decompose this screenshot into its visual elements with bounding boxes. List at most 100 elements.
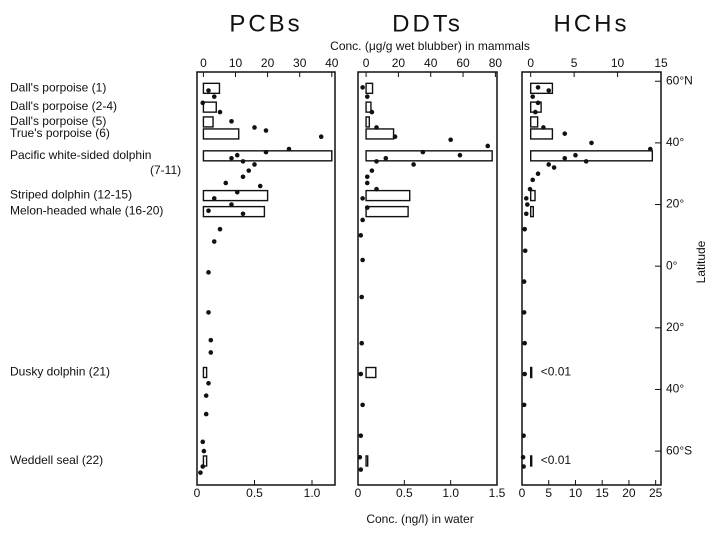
water-point xyxy=(533,109,538,115)
top-axis-title: Conc. (μg/g wet blubber) in mammals xyxy=(330,39,530,53)
water-point xyxy=(360,257,365,263)
water-point xyxy=(521,464,526,469)
water-point xyxy=(240,211,246,217)
water-point xyxy=(229,202,234,207)
water-point xyxy=(203,411,209,417)
water-point xyxy=(360,196,365,201)
top-tick-label: 0 xyxy=(200,56,207,70)
panel-title: HCHs xyxy=(554,10,630,37)
top-tick-label: 15 xyxy=(654,56,668,70)
bottom-tick-label: 10 xyxy=(569,486,583,500)
water-point xyxy=(523,211,529,217)
bar xyxy=(365,455,369,467)
water-point xyxy=(257,183,263,189)
top-tick-label: 0 xyxy=(363,56,370,70)
bottom-tick-label: 1.5 xyxy=(489,486,506,500)
water-point xyxy=(223,180,229,186)
panel-frame xyxy=(196,71,336,486)
lat-tick-label: 40° xyxy=(666,382,684,396)
species-label: Dusky dolphin (21) xyxy=(10,365,110,379)
water-point xyxy=(217,109,223,115)
species-label: Dall's porpoise (2-4) xyxy=(10,99,117,113)
water-point xyxy=(522,371,527,377)
water-point xyxy=(358,371,364,377)
bottom-tick-label: 0.5 xyxy=(396,486,413,500)
bar xyxy=(365,128,395,140)
water-point xyxy=(200,464,206,469)
water-point xyxy=(521,310,527,315)
water-point xyxy=(522,226,527,232)
water-point xyxy=(286,146,292,152)
water-point xyxy=(360,85,365,90)
top-tick-label: 40 xyxy=(424,56,438,70)
bottom-tick-label: 1.0 xyxy=(442,486,459,500)
water-point xyxy=(252,162,257,167)
bottom-axis-title: Conc. (ng/l) in water xyxy=(366,512,473,526)
bottom-tick-label: 0 xyxy=(194,486,201,500)
value-label: <0.01 xyxy=(541,453,572,467)
water-point xyxy=(364,94,370,99)
top-tick-label: 30 xyxy=(293,56,307,70)
water-point xyxy=(448,137,453,143)
value-label: <0.01 xyxy=(541,365,572,379)
species-label: Dall's porpoise (1) xyxy=(10,81,106,95)
water-point xyxy=(589,140,594,146)
water-point xyxy=(364,174,370,180)
water-point xyxy=(206,208,211,213)
water-point xyxy=(522,248,528,254)
bar xyxy=(202,101,217,113)
water-point xyxy=(457,152,463,158)
water-point xyxy=(358,433,364,438)
water-point xyxy=(374,159,379,164)
bar xyxy=(365,366,377,379)
water-point xyxy=(263,149,269,155)
panel-title: DDTs xyxy=(392,10,463,37)
bar xyxy=(529,116,539,128)
water-point xyxy=(203,393,209,398)
species-label: Striped dolphin (12-15) xyxy=(10,188,132,202)
water-point xyxy=(535,85,541,90)
species-label: Weddell seal (22) xyxy=(10,453,103,467)
bar xyxy=(529,205,534,218)
water-point xyxy=(206,380,211,386)
bar xyxy=(529,366,533,379)
species-label: Pacific white-sided dolphin (7-11) xyxy=(10,148,181,177)
top-tick-label: 10 xyxy=(229,56,243,70)
bottom-tick-label: 5 xyxy=(545,486,552,500)
bar xyxy=(529,455,533,467)
bar xyxy=(365,82,374,95)
top-tick-label: 5 xyxy=(571,56,578,70)
lat-tick-label: 20° xyxy=(666,320,684,334)
bar xyxy=(202,455,208,467)
water-point xyxy=(211,94,217,99)
bar xyxy=(202,205,266,218)
water-point xyxy=(383,155,389,161)
water-point xyxy=(200,100,206,106)
water-point xyxy=(198,470,203,475)
lat-tick-label: 40° xyxy=(666,135,684,149)
water-point xyxy=(240,174,246,180)
water-point xyxy=(208,337,214,343)
panel-frame xyxy=(357,71,498,486)
water-point xyxy=(374,186,379,192)
water-point xyxy=(523,196,529,201)
bar xyxy=(529,82,554,95)
panel-frame xyxy=(521,71,662,486)
bottom-tick-label: 15 xyxy=(596,486,610,500)
water-point xyxy=(359,294,365,300)
water-point xyxy=(411,162,416,167)
panel-title: PCBs xyxy=(229,10,302,37)
water-point xyxy=(229,119,234,124)
water-point xyxy=(485,143,491,149)
bar xyxy=(529,150,654,162)
water-point xyxy=(374,125,379,130)
bottom-tick-label: 0 xyxy=(519,486,526,500)
bottom-tick-label: 1.0 xyxy=(304,486,321,500)
water-point xyxy=(520,454,526,460)
water-point xyxy=(525,202,530,207)
water-point xyxy=(357,454,363,460)
water-point xyxy=(521,433,526,438)
water-point xyxy=(541,125,546,130)
water-point xyxy=(360,217,365,223)
bar xyxy=(202,366,208,379)
